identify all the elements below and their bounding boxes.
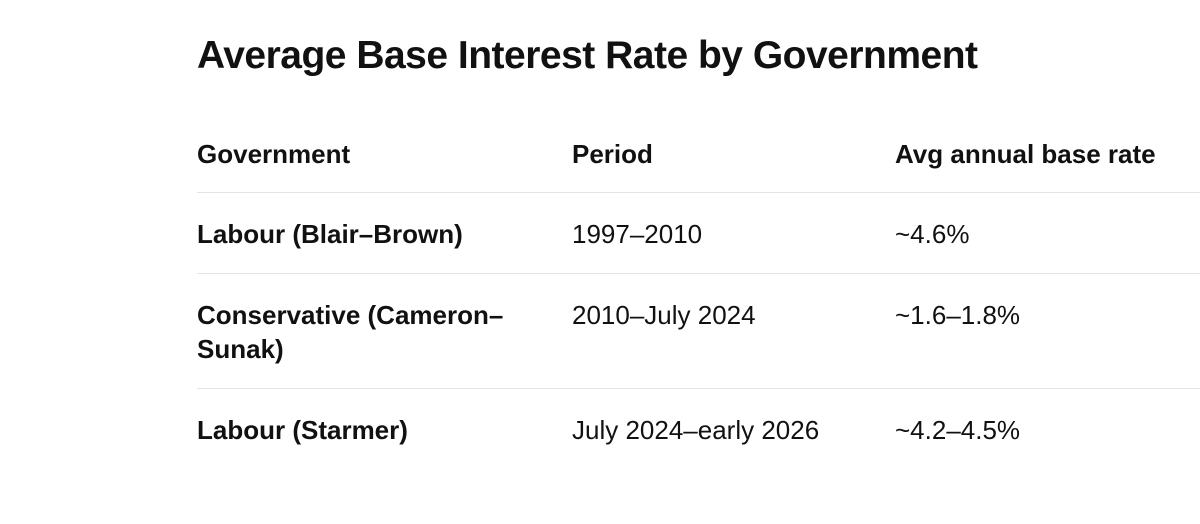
table-cell: 2010–July 2024 [572,273,895,389]
rate-table: Government Period Avg annual base rate Lab… [197,126,1200,469]
table-cell: July 2024–early 2026 [572,415,820,445]
table-cell: Conservative (Cameron–Sunak) [197,273,572,389]
table-cell: ~1.6–1.8% [895,273,1200,389]
header-cell: Period [572,126,895,193]
table-cell: ~4.6% [895,192,1200,274]
table-body: Labour (Blair–Brown) 1997–2010 ~4.6% Conser… [197,192,1200,470]
header-cell: Avg annual base rate [895,126,1200,193]
table-row: Labour (Starmer) July 2024–early 2026 ~4.2… [197,389,1200,470]
table-row: Conservative (Cameron–Sunak) 2010–July 20… [197,273,1200,389]
title: Average Base Interest Rate by Government [197,34,978,77]
header-row: Government Period Avg annual base rate [197,126,1200,193]
table-cell: 1997–2010 [572,192,895,274]
table-cell: Labour (Starmer) [197,415,408,445]
table-cell: ~4.2–4.5% [895,415,1021,445]
table-cell: Labour (Blair–Brown) [197,192,572,274]
table-row: Labour (Blair–Brown) 1997–2010 ~4.6% [197,192,1200,274]
header-cell: Government [197,126,572,193]
